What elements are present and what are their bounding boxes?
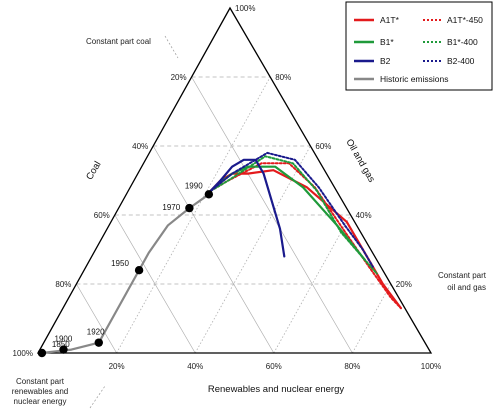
tick-label-right: 60% <box>315 142 331 151</box>
year-marker-1990 <box>204 190 214 199</box>
left-axis-title: Coal <box>84 160 103 182</box>
constant-coal-note: Constant part coal <box>86 37 151 46</box>
tick-label-bottom: 80% <box>344 362 360 371</box>
series-line-b1 <box>209 165 366 261</box>
tick-label-right: 40% <box>356 211 372 220</box>
year-label-1850: 1850 <box>52 340 70 349</box>
constant-renew-note-1: Constant part <box>16 377 65 386</box>
year-marker-1970 <box>185 203 194 213</box>
constant-renew-guide <box>89 385 106 409</box>
legend-label-a1t: A1T* <box>380 15 400 25</box>
tick-label-left: 60% <box>94 211 110 220</box>
series-layer <box>40 151 402 355</box>
year-marker-1920 <box>94 338 103 347</box>
legend-label-b1-400: B1*-400 <box>447 37 478 47</box>
year-label-1900: 1900 <box>55 335 73 344</box>
constant-renew-note-2: renewables and <box>12 387 68 396</box>
grid-lines <box>76 76 392 354</box>
grid-line-renewables <box>194 145 311 354</box>
year-marker-1900 <box>59 345 68 354</box>
tick-label-bottom: 100% <box>421 362 441 371</box>
bottom-axis-title: Renewables and nuclear energy <box>208 384 345 395</box>
year-label-1970: 1970 <box>162 203 180 212</box>
legend-box <box>345 1 493 91</box>
tick-label-right: 20% <box>396 280 412 289</box>
tick-label-bottom: 40% <box>187 362 203 371</box>
tick-label-bottom: 60% <box>266 362 282 371</box>
tick-label-right: 100% <box>235 4 255 13</box>
legend: A1T* A1T*-450 B1* B1*-400 B2 B2-400 Hist… <box>345 1 493 91</box>
grid-line-coal <box>152 145 275 354</box>
triangle-frame <box>36 6 433 354</box>
year-marker-1950 <box>134 266 144 275</box>
legend-label-a1t-450: A1T*-450 <box>447 15 483 25</box>
right-axis-title: Oil and gas <box>343 137 377 184</box>
tick-label-right: 80% <box>275 73 291 82</box>
year-label-1920: 1920 <box>87 328 105 337</box>
tick-label-left: 20% <box>171 73 187 82</box>
year-marker-1850 <box>37 348 47 358</box>
legend-label-b1: B1* <box>380 37 394 47</box>
legend-label-b2: B2 <box>380 56 391 66</box>
tick-label-bottom: 20% <box>109 362 125 371</box>
grid-line-renewables <box>352 283 392 354</box>
year-label-1990: 1990 <box>185 181 203 190</box>
year-label-1950: 1950 <box>111 259 129 268</box>
constant-oil-gas-note-1: Constant part <box>438 271 487 280</box>
constant-renew-note-3: nuclear energy <box>14 397 67 406</box>
constant-coal-guide <box>164 35 179 59</box>
grid-line-coal <box>76 283 117 354</box>
series-line-b1-400 <box>209 155 378 275</box>
legend-label-b2-400: B2-400 <box>447 56 475 66</box>
constant-oil-gas-note-2: oil and gas <box>447 283 486 292</box>
tick-label-left: 100% <box>13 349 33 358</box>
series-line-a1t-450 <box>209 162 402 310</box>
series-line-historic-emissions <box>40 193 210 355</box>
triangle-outline <box>36 6 433 354</box>
series-line-b2-400 <box>209 151 374 268</box>
tick-label-left: 80% <box>55 280 71 289</box>
tick-label-left: 40% <box>132 142 148 151</box>
legend-label-historic: Historic emissions <box>380 74 449 84</box>
tick-labels: 20% 20% 20% 40% 40% 40% 60% 60% 60% 80% 80% 80% 100%… <box>13 4 442 371</box>
grid-line-coal <box>114 214 196 354</box>
